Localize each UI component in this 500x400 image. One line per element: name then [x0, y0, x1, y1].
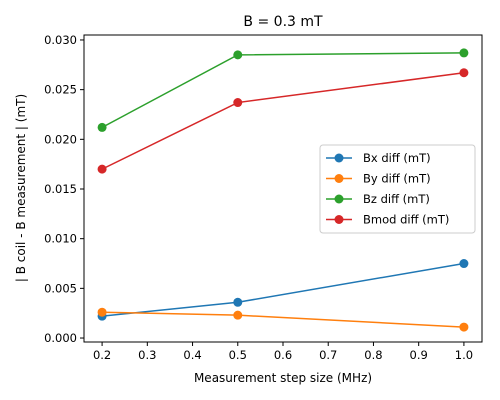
plot-area-frame [83, 34, 483, 343]
series-line-bz [101, 52, 464, 129]
data-point-by [97, 307, 107, 317]
data-point-bz [459, 48, 469, 58]
legend-label-by: By diff (mT) [363, 172, 431, 186]
y-tick-label: 0.005 [44, 281, 77, 295]
legend: Bx diff (mT) By diff (mT) Bz diff (mT) Bmod… [319, 144, 476, 234]
y-tick-label: 0.025 [44, 83, 77, 97]
x-tick-label: 0.3 [138, 348, 156, 362]
y-axis-label: | B coil - B measurement | (mT) [14, 94, 28, 282]
legend-label-bz: Bz diff (mT) [363, 192, 430, 206]
x-tick-label: 0.9 [410, 348, 428, 362]
chart-title: B = 0.3 mT [243, 14, 323, 30]
x-tick-label: 0.2 [93, 348, 111, 362]
data-point-bmod [233, 98, 243, 108]
y-tick-label: 0.020 [44, 132, 77, 146]
series-line-bx [102, 262, 465, 317]
x-tick-label: 0.8 [364, 348, 382, 362]
y-tick-label: 0.010 [44, 232, 77, 246]
data-point-bmod [97, 164, 107, 174]
y-tick-label: 0.015 [44, 182, 77, 196]
data-point-bz [233, 50, 243, 60]
y-tick-label: 0.000 [44, 331, 77, 345]
legend-label-bx: Bx diff (mT) [363, 151, 431, 165]
data-point-by [233, 310, 243, 320]
legend-frame [319, 144, 476, 234]
x-tick-label: 0.5 [229, 348, 247, 362]
x-tick-label: 1.0 [455, 348, 473, 362]
data-point-by [459, 322, 469, 332]
x-tick-label: 0.7 [319, 348, 337, 362]
legend-label-bmod: Bmod diff (mT) [363, 213, 449, 227]
legend-marker-bx [334, 153, 344, 163]
legend-marker-bmod [334, 215, 344, 224]
legend-marker-bz [334, 194, 344, 204]
series-line-by [102, 311, 464, 328]
x-axis-label: Measurement step size (MHz) [194, 371, 372, 385]
y-tick-label: 0.030 [44, 33, 77, 47]
data-point-bx [233, 297, 243, 307]
data-point-bmod [459, 68, 469, 78]
x-tick-label: 0.6 [274, 348, 292, 362]
data-point-bz [97, 122, 107, 132]
data-point-bx [459, 259, 469, 269]
legend-marker-by [334, 174, 344, 183]
x-tick-label: 0.4 [183, 348, 201, 362]
